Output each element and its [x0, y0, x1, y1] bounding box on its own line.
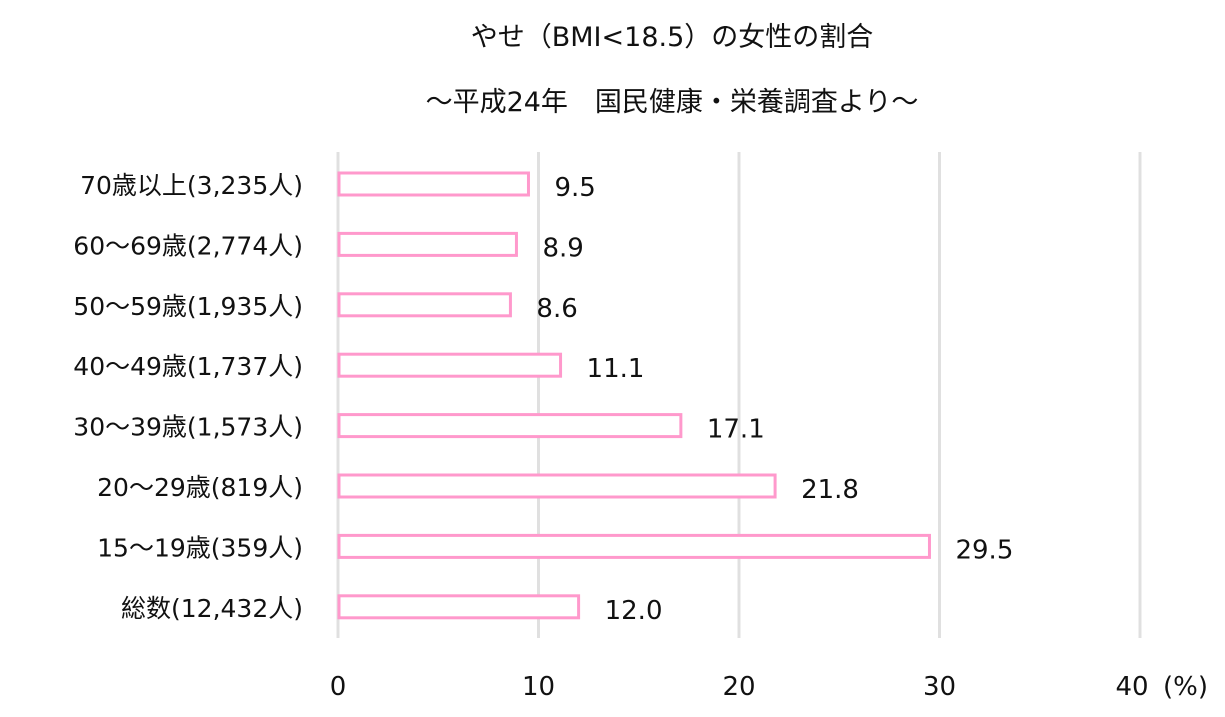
category-labels: 70歳以上(3,235人) 60～69歳(2,774人) 50～59歳(1,935人… [73, 171, 303, 623]
data-label: 21.8 [801, 475, 859, 505]
bar [337, 292, 512, 318]
data-label: 12.0 [605, 596, 663, 626]
bar [337, 413, 683, 439]
x-tick-label: 30 [923, 672, 956, 702]
x-tick-label: 0 [330, 672, 347, 702]
bar [337, 533, 931, 559]
data-label: 11.1 [587, 354, 645, 384]
bars: 9.5 8.9 8.6 11.1 17.1 21.8 29.5 12.0 [337, 171, 1013, 626]
category-label: 50～59歳(1,935人) [73, 292, 303, 321]
category-label: 総数(12,432人) [121, 594, 303, 623]
x-tick-label: 40 [1115, 672, 1148, 702]
x-axis-ticks: 0 10 20 30 40 [330, 672, 1149, 702]
data-label: 8.6 [536, 294, 577, 324]
x-axis-unit: (%) [1163, 672, 1208, 702]
data-label: 29.5 [955, 535, 1013, 565]
x-tick-label: 20 [722, 672, 755, 702]
gridlines [336, 152, 1142, 638]
bar [337, 231, 518, 257]
category-label: 70歳以上(3,235人) [80, 171, 303, 200]
data-label: 9.5 [554, 173, 595, 203]
bar [337, 594, 581, 620]
x-tick-label: 10 [522, 672, 555, 702]
chart-title: やせ（BMI<18.5）の女性の割合 [471, 22, 874, 53]
category-label: 40～49歳(1,737人) [73, 352, 303, 381]
data-label: 8.9 [542, 233, 583, 263]
data-label: 17.1 [707, 415, 765, 445]
category-label: 30～39歳(1,573人) [73, 413, 303, 442]
chart-subtitle: ～平成24年 国民健康・栄養調査より～ [426, 87, 919, 118]
bar [337, 352, 563, 378]
category-label: 60～69歳(2,774人) [73, 231, 303, 260]
bar [337, 171, 530, 197]
category-label: 20～29歳(819人) [97, 473, 303, 502]
category-label: 15～19歳(359人) [97, 533, 303, 562]
bar [337, 473, 777, 499]
